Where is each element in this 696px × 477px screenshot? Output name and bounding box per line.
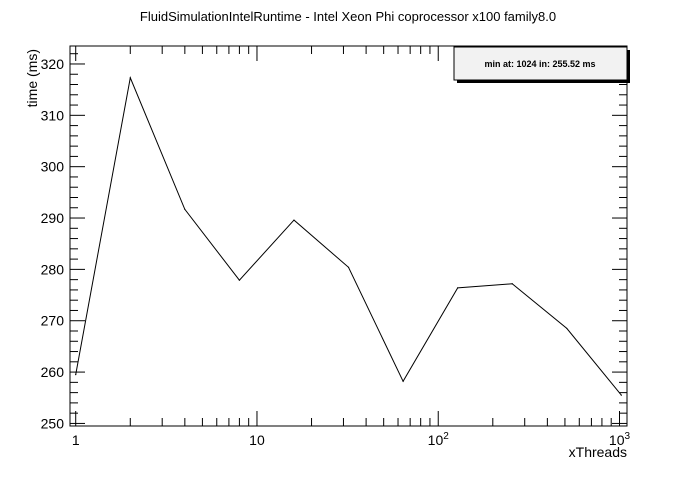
y-tick-label: 320 [41,56,65,72]
data-point [347,266,350,268]
y-tick-label: 260 [41,364,65,380]
legend-box [453,46,628,81]
data-point [293,219,295,221]
series-layer [75,76,622,396]
legend: min at: 1024 in: 255.52 ms [453,46,630,83]
data-point [457,287,459,289]
data-point [238,279,241,281]
x-axis-label: xThreads [569,444,627,460]
x-axis-tick-labels: 1 10 102 103 [72,431,631,448]
data-point [75,374,77,376]
y-tick-label: 290 [41,210,65,226]
y-tick-label: 270 [41,313,65,329]
y-tick-label: 310 [41,107,65,123]
data-point [184,208,186,210]
y-tick-label: 250 [41,415,65,431]
y-axis-label: time (ms) [24,49,40,107]
data-point [402,380,404,382]
x-tick-label: 1 [72,432,80,448]
plot-frame [69,45,628,427]
x-tick-label: 102 [428,431,450,448]
legend-text: min at: 1024 in: 255.52 ms [484,59,595,69]
data-point [511,283,513,285]
chart-title: FluidSimulationIntelRuntime - Intel Xeon… [140,9,556,24]
data-point [129,77,131,79]
y-tick-label: 300 [41,159,65,175]
data-point [620,394,622,396]
x-tick-label: 103 [609,431,631,448]
y-tick-label: 280 [41,261,65,277]
data-point [566,327,568,330]
y-axis-tick-labels: 250 260 270 280 290 300 310 320 [41,56,65,431]
x-tick-label: 10 [249,432,265,448]
